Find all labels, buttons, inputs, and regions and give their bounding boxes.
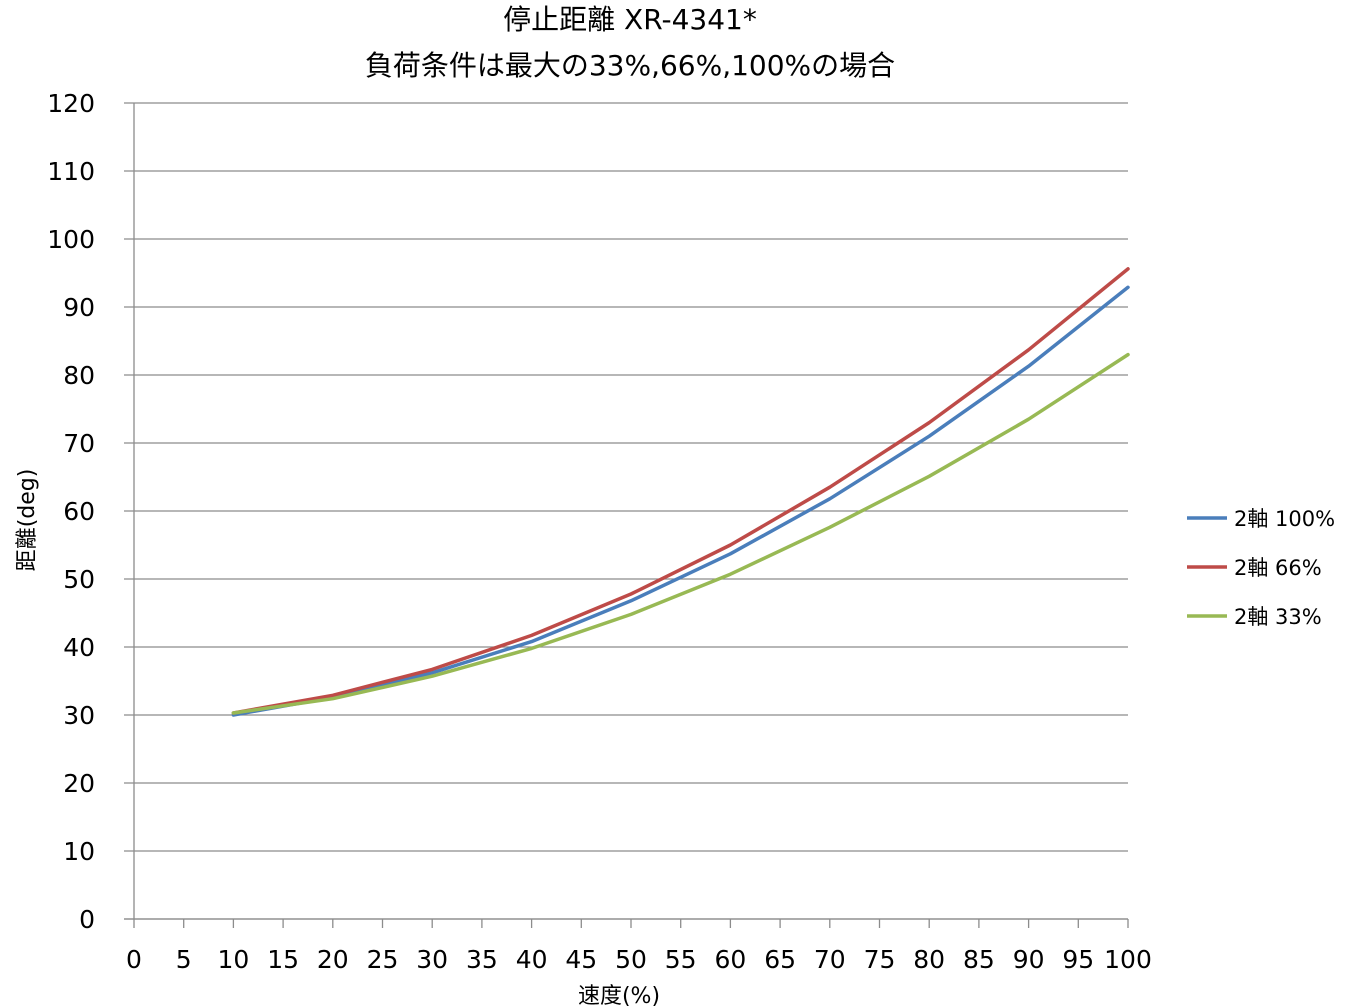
axes [124, 103, 1129, 928]
y-tick-label: 30 [63, 701, 95, 730]
legend-label: 2軸 66% [1234, 556, 1322, 580]
x-tick-label: 65 [764, 945, 796, 974]
x-tick-label: 95 [1062, 945, 1094, 974]
x-tick-label: 15 [267, 945, 299, 974]
y-tick-label: 60 [63, 497, 95, 526]
x-tick-label: 20 [317, 945, 349, 974]
series-line-1 [231, 285, 1130, 717]
series-lines [231, 267, 1130, 717]
y-tick-label: 120 [47, 89, 95, 118]
chart-title: 停止距離 XR-4341* [503, 3, 757, 36]
x-tick-labels: 0 5 10 15 20 25 30 35 40 45 50 55 60 65 70 75 80 85 90 95 10… [126, 945, 1152, 974]
y-tick-label: 0 [79, 905, 95, 934]
x-tick-label: 55 [665, 945, 697, 974]
x-tick-label: 70 [814, 945, 846, 974]
x-tick-label: 45 [565, 945, 597, 974]
x-axis-title: 速度(%) [578, 984, 660, 1008]
y-tick-label: 40 [63, 633, 95, 662]
x-tick-label: 60 [714, 945, 746, 974]
y-tick-label: 100 [47, 225, 95, 254]
x-tick-label: 25 [367, 945, 399, 974]
y-tick-label: 20 [63, 769, 95, 798]
y-tick-label: 80 [63, 361, 95, 390]
series-line-2 [231, 267, 1130, 715]
x-tick-label: 90 [1013, 945, 1045, 974]
y-tick-label: 110 [47, 157, 95, 186]
legend-label: 2軸 33% [1234, 605, 1322, 629]
x-tick-label: 35 [466, 945, 498, 974]
y-axis-title: 距離(deg) [15, 469, 40, 572]
x-tick-label: 0 [126, 945, 142, 974]
x-tick-label: 80 [913, 945, 945, 974]
y-tick-label: 50 [63, 565, 95, 594]
x-tick-label: 100 [1104, 945, 1152, 974]
chart-subtitle: 負荷条件は最大の33%,66%,100%の場合 [364, 49, 896, 82]
x-tick-label: 50 [615, 945, 647, 974]
legend-label: 2軸 100% [1234, 507, 1335, 531]
y-tick-label: 10 [63, 837, 95, 866]
series-line-3 [231, 352, 1130, 715]
y-tick-label: 90 [63, 293, 95, 322]
y-tick-labels: 0 10 20 30 40 50 60 70 80 90 100 110 120 [47, 89, 95, 934]
legend: 2軸 100% 2軸 66% 2軸 33% [1187, 507, 1335, 629]
x-tick-label: 10 [217, 945, 249, 974]
x-tick-label: 85 [963, 945, 995, 974]
x-tick-label: 75 [864, 945, 896, 974]
y-tick-label: 70 [63, 429, 95, 458]
x-tick-label: 30 [416, 945, 448, 974]
x-tick-label: 40 [516, 945, 548, 974]
gridlines [124, 102, 1128, 920]
x-tick-label: 5 [176, 945, 192, 974]
